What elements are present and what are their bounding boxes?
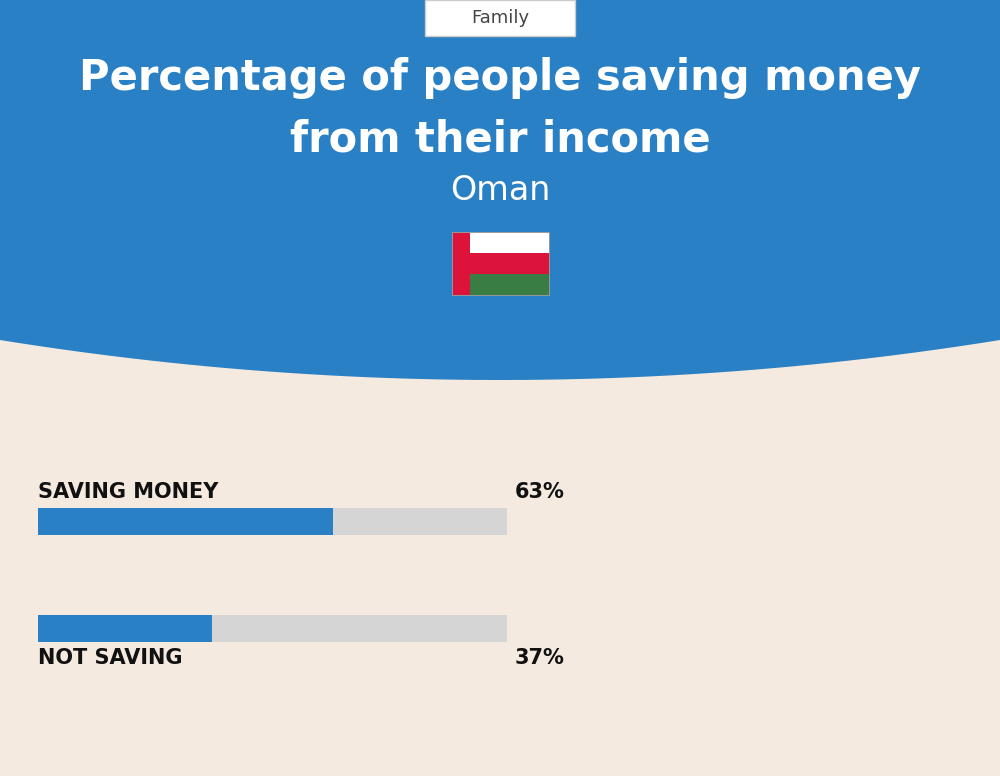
Polygon shape: [0, 0, 1000, 380]
Bar: [470, 274, 549, 295]
Text: 63%: 63%: [515, 482, 565, 502]
Text: Family: Family: [471, 9, 529, 27]
Text: NOT SAVING: NOT SAVING: [38, 648, 182, 668]
Bar: [38, 508, 507, 535]
Bar: [38, 508, 333, 535]
Bar: [452, 232, 549, 295]
Bar: [38, 615, 212, 642]
Text: from their income: from their income: [290, 119, 710, 161]
FancyBboxPatch shape: [425, 0, 575, 36]
Text: Oman: Oman: [450, 174, 550, 206]
Text: 37%: 37%: [515, 648, 565, 668]
Text: Percentage of people saving money: Percentage of people saving money: [79, 57, 921, 99]
Bar: [470, 253, 549, 274]
Text: SAVING MONEY: SAVING MONEY: [38, 482, 218, 502]
Bar: [38, 615, 507, 642]
Bar: [452, 232, 470, 295]
Bar: [470, 232, 549, 253]
